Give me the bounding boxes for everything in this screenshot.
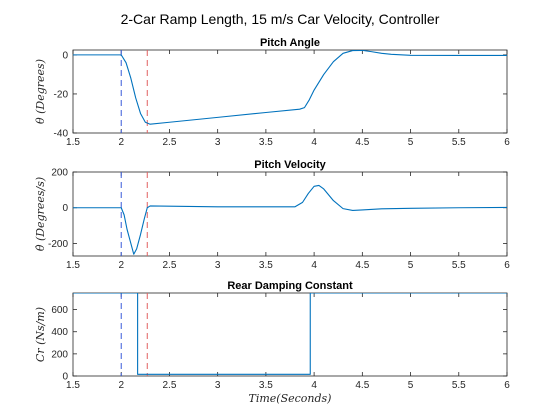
- y-tick-label: -20: [54, 89, 69, 100]
- x-tick-label: 2: [118, 260, 124, 271]
- x-tick-label: 2.5: [162, 137, 176, 148]
- x-tick-label: 5: [408, 380, 414, 391]
- y-tick-label: 0: [62, 50, 68, 61]
- y-tick-label: 200: [51, 349, 68, 360]
- y-tick-label: -200: [48, 239, 68, 250]
- x-tick-label: 2.5: [162, 380, 176, 391]
- series-line-1: [73, 293, 507, 375]
- x-tick-label: 4: [311, 137, 317, 148]
- x-tick-label: 3.5: [259, 260, 273, 271]
- plot-frame: [72, 292, 508, 377]
- x-tick-label: 3.5: [259, 137, 273, 148]
- x-tick-label: 4: [311, 260, 317, 271]
- x-tick-label: 6: [504, 380, 510, 391]
- x-tick-label: 4.5: [355, 380, 369, 391]
- x-tick-label: 3: [215, 380, 221, 391]
- x-tick-label: 2.5: [162, 260, 176, 271]
- y-tick-label: 200: [51, 168, 68, 179]
- x-tick-label: 3: [215, 260, 221, 271]
- x-tick-label: 3: [215, 137, 221, 148]
- x-tick-label: 5: [408, 260, 414, 271]
- x-tick-label: 4.5: [355, 137, 369, 148]
- x-tick-label: 1.5: [66, 137, 80, 148]
- x-tick-label: 2: [118, 137, 124, 148]
- plot-frame: [72, 49, 508, 134]
- x-tick-label: 6: [504, 260, 510, 271]
- subplot-title: Pitch Velocity: [254, 159, 326, 171]
- x-tick-label: 5.5: [452, 260, 466, 271]
- x-tick-label: 5: [408, 137, 414, 148]
- y-axis-label: Cr (Ns/m): [34, 307, 47, 362]
- subplot-title: Rear Damping Constant: [227, 280, 353, 292]
- y-tick-label: 0: [62, 372, 68, 383]
- subplot-1: Pitch Angle 1.5 2 2.5 3 3.5 4 4.5 5 5.5 6 0 -20 -40 θ …: [34, 37, 510, 148]
- subplot-3: Rear Damping Constant 1.5 2 2.5 3 3.5 4 4.5 5 5.5…: [34, 280, 510, 391]
- series-line-1: [73, 50, 507, 125]
- x-tick-label: 6: [504, 137, 510, 148]
- x-tick-label: 1.5: [66, 380, 80, 391]
- x-tick-label: 1.5: [66, 260, 80, 271]
- x-tick-label: 5.5: [452, 137, 466, 148]
- x-tick-label: 5.5: [452, 380, 466, 391]
- series-line-1: [73, 184, 507, 255]
- x-tick-label: 2: [118, 380, 124, 391]
- y-tick-label: 0: [62, 203, 68, 214]
- x-axis-label: Time(Seconds): [249, 392, 332, 405]
- y-axis-label: θ̇ (Degrees/s): [34, 177, 47, 251]
- subplots: Pitch Angle 1.5 2 2.5 3 3.5 4 4.5 5 5.5 6 0 -20 -40 θ …: [34, 37, 510, 391]
- y-tick-label: 600: [51, 305, 68, 316]
- y-tick-label: -40: [54, 129, 69, 140]
- y-axis-label: θ (Degrees): [34, 59, 47, 124]
- figure-suptitle: 2-Car Ramp Length, 15 m/s Car Velocity, …: [121, 11, 440, 27]
- x-tick-label: 4: [311, 380, 317, 391]
- subplot-2: Pitch Velocity 1.5 2 2.5 3 3.5 4 4.5 5 5.5 6 200 0 -2…: [34, 159, 510, 271]
- y-tick-label: 400: [51, 327, 68, 338]
- x-tick-label: 3.5: [259, 380, 273, 391]
- subplot-title: Pitch Angle: [260, 37, 320, 49]
- x-tick-label: 4.5: [355, 260, 369, 271]
